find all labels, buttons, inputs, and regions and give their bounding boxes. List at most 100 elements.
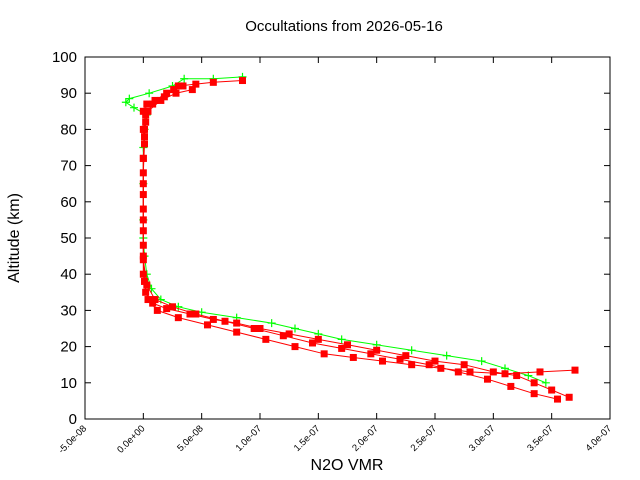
y-tick-label: 30 — [60, 302, 77, 319]
y-tick-label: 60 — [60, 194, 77, 211]
data-point — [460, 361, 468, 369]
data-point — [149, 299, 157, 307]
data-point — [320, 350, 328, 358]
data-point — [139, 227, 147, 235]
data-point — [337, 335, 346, 344]
data-point — [169, 303, 176, 311]
data-point — [367, 350, 375, 358]
data-point — [291, 343, 299, 351]
data-point — [513, 372, 521, 380]
data-point — [141, 277, 148, 285]
data-point — [221, 317, 229, 325]
data-point — [565, 393, 573, 401]
x-tick-label: -5.0e-08 — [56, 423, 89, 456]
data-point — [507, 382, 515, 390]
data-point — [338, 344, 346, 352]
data-point — [121, 98, 130, 107]
x-tick-label: 2.5e-07 — [409, 423, 440, 454]
data-point — [180, 74, 189, 83]
x-axis-label: N2O VMR — [311, 457, 384, 474]
data-point — [408, 361, 416, 369]
series-line — [142, 85, 576, 375]
data-point — [179, 82, 187, 90]
y-tick-label: 70 — [60, 158, 77, 175]
data-point — [466, 368, 474, 376]
data-point — [407, 346, 416, 355]
series-3 — [139, 86, 561, 403]
data-point — [233, 328, 241, 336]
data-point — [151, 296, 159, 304]
data-point — [477, 357, 486, 366]
data-point — [309, 339, 316, 347]
data-point — [267, 319, 276, 328]
data-point — [174, 82, 182, 90]
chart-title: Occultations from 2026-05-16 — [245, 18, 443, 35]
data-point — [344, 341, 351, 349]
y-tick-label: 0 — [69, 411, 77, 428]
data-point — [151, 96, 159, 104]
plot-frame — [84, 56, 611, 420]
data-point — [157, 96, 165, 104]
data-point — [233, 319, 241, 327]
y-tick-label: 50 — [60, 230, 77, 247]
series-1 — [139, 77, 573, 401]
axis-ticks: 0 10 20 30 40 50 60 70 80 90 100 -5.0e-08 0.0e+00 5.0… — [52, 49, 614, 456]
data-point — [548, 386, 556, 394]
data-point — [239, 77, 246, 85]
data-point — [188, 86, 196, 94]
data-point — [143, 281, 151, 289]
data-point — [163, 89, 171, 97]
data-point — [174, 314, 182, 322]
data-point — [145, 89, 154, 98]
data-point — [141, 140, 148, 148]
data-point — [192, 310, 200, 318]
data-point — [262, 335, 270, 343]
data-point — [279, 332, 287, 340]
x-tick-label: 1.5e-07 — [292, 423, 323, 454]
data-point — [141, 125, 148, 133]
data-point — [130, 103, 138, 112]
series-line — [142, 89, 558, 400]
data-point — [396, 355, 404, 363]
x-tick-label: 3.5e-07 — [525, 423, 556, 454]
data-point — [139, 270, 147, 278]
data-point — [501, 370, 509, 378]
y-tick-label: 10 — [60, 375, 77, 392]
x-tick-label: 4.0e-07 — [584, 423, 615, 454]
data-point — [437, 364, 445, 372]
data-point — [571, 366, 579, 374]
data-point — [153, 306, 161, 314]
y-axis-label: Altitude (km) — [6, 193, 23, 283]
y-tick-label: 20 — [60, 339, 77, 356]
data-point — [209, 315, 217, 323]
series-line — [125, 76, 546, 384]
data-point — [256, 325, 264, 332]
plot-area — [121, 72, 579, 403]
data-point — [204, 321, 211, 329]
data-point — [186, 310, 194, 318]
data-point — [125, 94, 134, 103]
data-point — [170, 86, 178, 94]
x-tick-label: 5.0e-08 — [175, 423, 206, 454]
data-point — [314, 335, 322, 343]
series-2 — [139, 82, 579, 378]
data-point — [142, 288, 150, 296]
data-point — [425, 361, 433, 369]
data-point — [454, 368, 462, 376]
data-point — [192, 80, 200, 88]
data-point — [402, 352, 410, 360]
data-point — [142, 111, 150, 119]
data-point — [484, 375, 491, 383]
y-tick-label: 40 — [60, 266, 77, 283]
data-point — [139, 154, 147, 162]
series-line — [142, 80, 570, 398]
x-tick-label: 3.0e-07 — [467, 423, 498, 454]
data-point — [442, 351, 451, 360]
data-point — [489, 368, 497, 376]
data-point — [541, 378, 550, 387]
data-point — [379, 357, 386, 365]
data-point — [149, 100, 157, 108]
x-tick-label: 0.0e+00 — [115, 423, 147, 455]
y-tick-label: 80 — [60, 121, 77, 138]
data-point — [144, 296, 152, 304]
